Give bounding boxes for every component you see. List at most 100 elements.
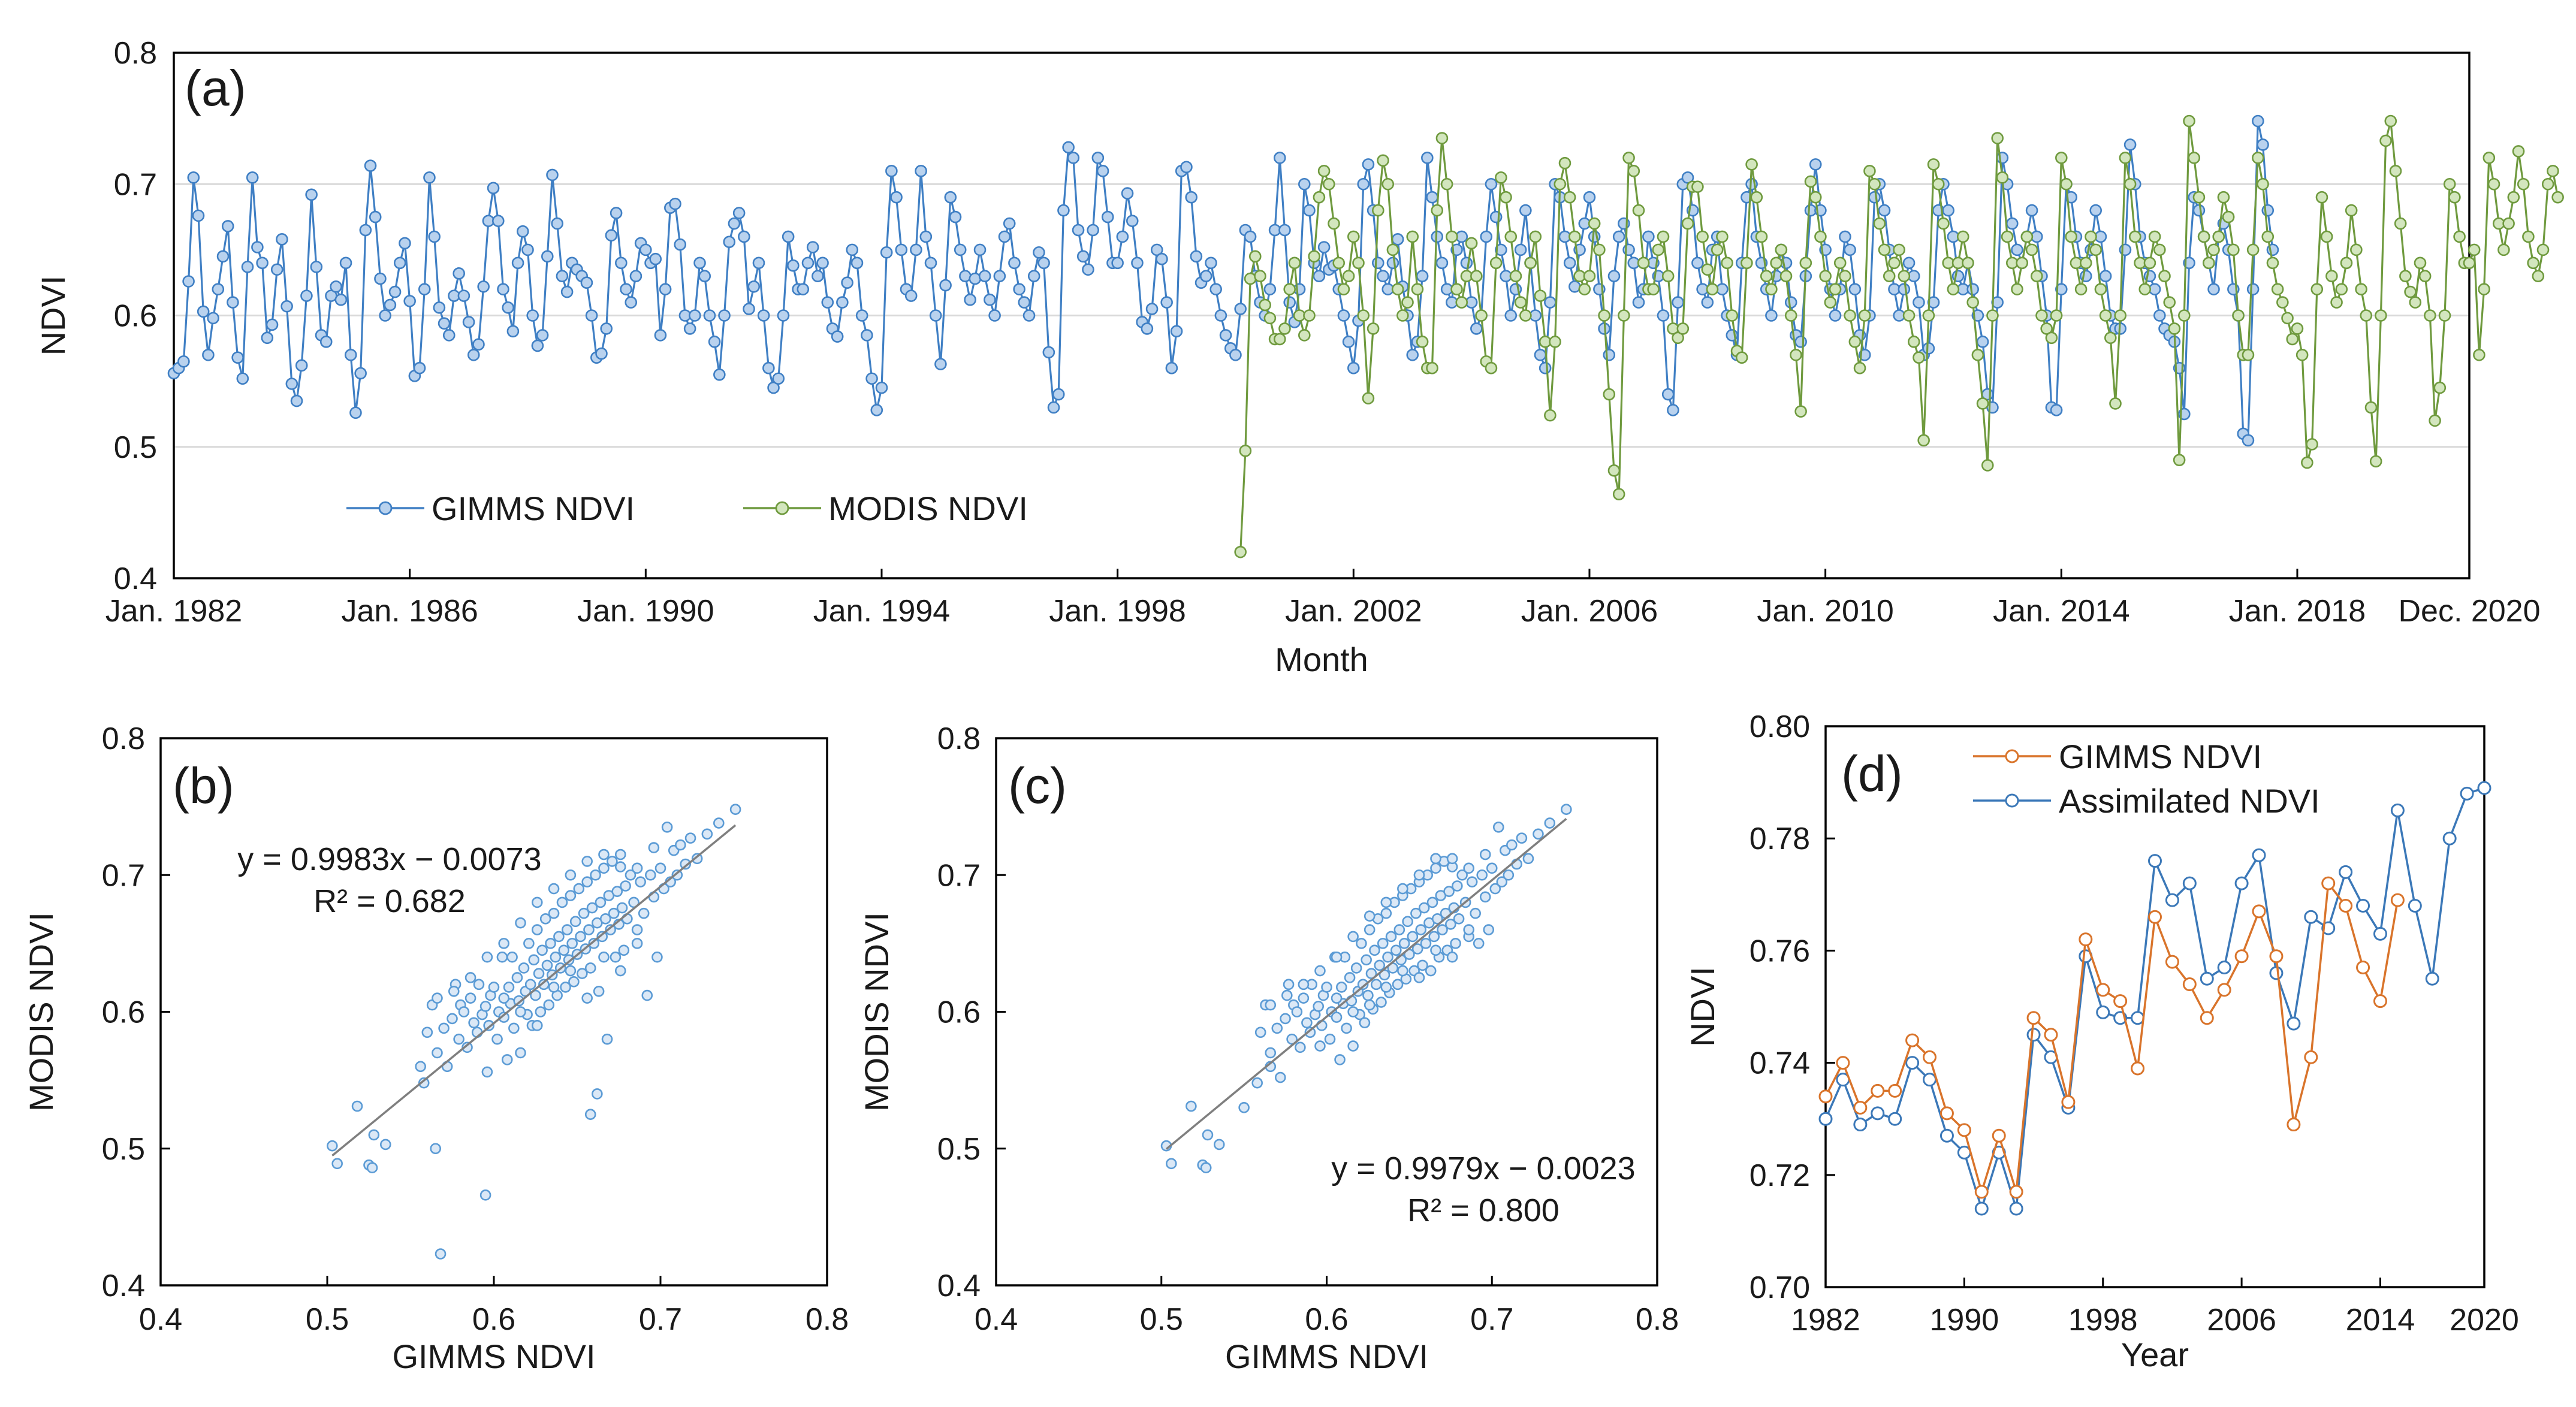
data-point bbox=[453, 267, 465, 280]
data-point bbox=[1799, 256, 1812, 270]
scatter-point bbox=[1506, 839, 1518, 851]
data-point bbox=[2123, 177, 2137, 191]
data-point bbox=[2217, 960, 2231, 974]
scatter-points bbox=[327, 804, 741, 1260]
data-point bbox=[2044, 1028, 2058, 1042]
x-axis-label: GIMMS NDVI bbox=[1225, 1337, 1428, 1375]
data-point bbox=[1667, 404, 1679, 416]
data-point bbox=[615, 256, 628, 270]
data-point bbox=[1544, 296, 1557, 309]
data-point bbox=[556, 270, 569, 283]
data-point bbox=[1844, 243, 1856, 256]
data-point bbox=[2517, 177, 2530, 191]
scatter-point bbox=[418, 1077, 430, 1089]
data-point bbox=[910, 243, 922, 256]
x-axis-label: Year bbox=[2121, 1336, 2189, 1373]
y-axis-label: MODIS NDVI bbox=[858, 912, 895, 1112]
data-point bbox=[787, 259, 800, 272]
data-point bbox=[1219, 329, 1232, 342]
data-point bbox=[2203, 256, 2215, 270]
scatter-point bbox=[479, 1001, 491, 1012]
data-point bbox=[1642, 230, 1655, 243]
data-point bbox=[1962, 256, 1974, 270]
y-tick-label: 0.7 bbox=[102, 858, 145, 893]
data-point bbox=[1500, 191, 1512, 204]
data-point bbox=[2001, 230, 2014, 243]
y-tick-label: 0.7 bbox=[114, 167, 157, 202]
data-point bbox=[1352, 256, 1365, 270]
data-point bbox=[919, 230, 933, 243]
data-point bbox=[1927, 158, 1940, 171]
data-point bbox=[2065, 230, 2077, 243]
data-point bbox=[2168, 322, 2181, 335]
data-point bbox=[1779, 270, 1793, 283]
y-tick-label: 0.5 bbox=[102, 1132, 145, 1167]
data-point bbox=[1902, 309, 1916, 322]
data-point bbox=[2335, 283, 2348, 295]
scatter-point bbox=[506, 951, 518, 963]
data-point bbox=[2099, 270, 2112, 283]
data-point bbox=[2373, 994, 2387, 1009]
scatter-point bbox=[1313, 1001, 1325, 1012]
x-tick-label: Dec. 2020 bbox=[2398, 594, 2540, 629]
data-point bbox=[438, 317, 451, 330]
data-point bbox=[944, 191, 957, 204]
scatter-point bbox=[565, 965, 577, 977]
series-line bbox=[1824, 880, 2399, 1196]
scatter-point bbox=[605, 924, 616, 935]
data-point bbox=[2301, 456, 2313, 469]
y-tick-label: 0.8 bbox=[114, 36, 157, 71]
scatter-point bbox=[598, 849, 610, 860]
scatter-point bbox=[680, 858, 691, 870]
scatter-point bbox=[498, 938, 509, 949]
scatter-point bbox=[1295, 1041, 1306, 1053]
scatter-point bbox=[556, 896, 568, 908]
x-tick-label: 2006 bbox=[2207, 1303, 2276, 1337]
scatter-point bbox=[618, 944, 630, 956]
x-tick-label: Jan. 1990 bbox=[577, 594, 714, 629]
scatter-point bbox=[1298, 992, 1310, 1004]
data-point bbox=[2425, 971, 2439, 986]
data-point bbox=[683, 322, 696, 335]
data-point bbox=[1814, 230, 1827, 243]
scatter-point bbox=[1397, 883, 1408, 895]
scatter-point bbox=[1281, 989, 1293, 1001]
scatter-point bbox=[1470, 907, 1481, 919]
data-point bbox=[546, 168, 559, 182]
scatter-point bbox=[531, 1020, 543, 1031]
data-point bbox=[2227, 243, 2240, 256]
data-point bbox=[738, 230, 750, 243]
data-point bbox=[413, 361, 426, 375]
y-tick-label: 0.8 bbox=[937, 721, 981, 756]
data-point bbox=[2281, 312, 2294, 325]
scatter-point bbox=[1380, 982, 1392, 993]
data-point bbox=[1121, 187, 1134, 200]
data-point bbox=[1362, 392, 1375, 404]
scatter-point bbox=[631, 938, 643, 949]
data-point bbox=[1853, 1100, 1868, 1115]
series-gimms-ndvi bbox=[1818, 876, 2405, 1199]
scatter-point bbox=[533, 968, 545, 979]
data-point bbox=[1362, 158, 1375, 171]
data-point bbox=[1726, 309, 1739, 322]
data-point bbox=[1898, 270, 1911, 283]
data-point bbox=[2276, 296, 2289, 309]
scatter-point bbox=[713, 817, 725, 829]
data-point bbox=[334, 293, 348, 306]
scatter-point bbox=[1463, 924, 1474, 935]
data-point bbox=[732, 207, 746, 219]
data-point bbox=[1313, 191, 1326, 204]
data-point bbox=[1583, 270, 1596, 283]
scatter-point bbox=[595, 896, 607, 908]
data-point bbox=[2009, 1185, 2023, 1199]
data-point bbox=[339, 256, 352, 270]
data-point bbox=[1214, 309, 1227, 322]
legend-label: GIMMS NDVI bbox=[2059, 738, 2262, 775]
data-point bbox=[2257, 138, 2269, 151]
data-point bbox=[728, 217, 741, 230]
data-point bbox=[649, 252, 662, 265]
data-point bbox=[2536, 243, 2550, 256]
data-point bbox=[2468, 243, 2481, 256]
data-point bbox=[797, 283, 810, 295]
data-point bbox=[1784, 309, 1797, 322]
